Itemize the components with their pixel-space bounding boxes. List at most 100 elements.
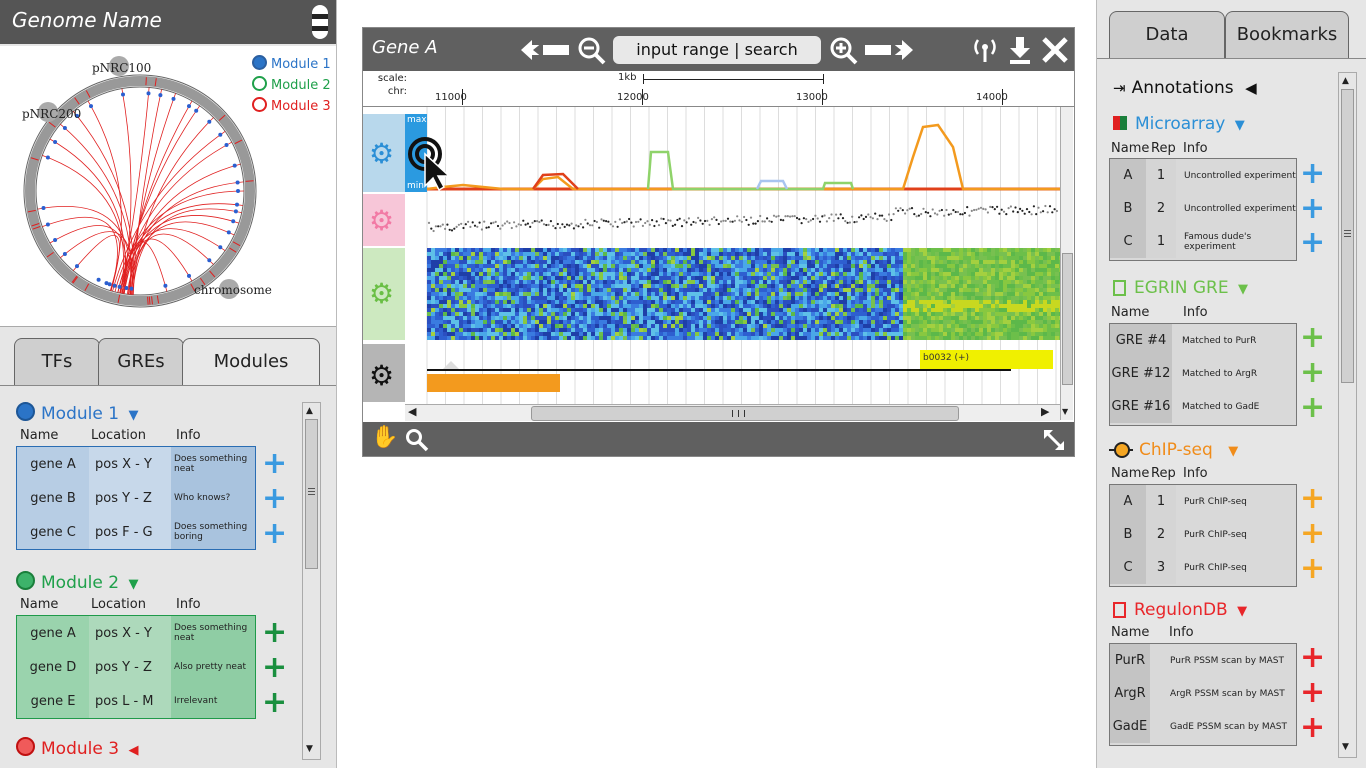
add-track-button[interactable]: + (1300, 191, 1326, 226)
tab-data[interactable]: Data (1109, 11, 1225, 58)
scroll-thumb[interactable] (1062, 253, 1073, 385)
add-track-button[interactable]: + (1300, 551, 1326, 586)
add-track-button[interactable]: + (1300, 390, 1326, 425)
add-track-button[interactable]: + (1300, 355, 1326, 390)
annotations-header[interactable]: ⇥ Annotations ◀ (1113, 78, 1257, 98)
close-icon[interactable] (1041, 36, 1069, 64)
tab-gres[interactable]: GREs (98, 338, 184, 385)
add-track-button[interactable]: + (1300, 156, 1326, 191)
egrin-header[interactable]: EGRIN GRE ▼ (1113, 278, 1248, 298)
modules-scrollbar[interactable]: ▲ ▼ (302, 402, 321, 760)
table-row[interactable]: ArgR ArgR PSSM scan by MAST (1110, 677, 1296, 710)
table-row[interactable]: C 3 PurR ChIP-seq (1110, 551, 1296, 584)
add-track-button[interactable]: + (1300, 481, 1326, 516)
chevron-down-icon[interactable]: ▼ (1238, 282, 1248, 297)
scroll-right-icon[interactable]: ▶ (1041, 405, 1050, 418)
add-gene-button[interactable]: + (262, 615, 288, 650)
chevron-down-icon[interactable]: ▼ (1228, 444, 1239, 459)
table-row[interactable]: GadE GadE PSSM scan by MAST (1110, 710, 1296, 743)
circos-plot[interactable]: pNRC100 pNRC200 chromosome Module 1 Modu… (0, 46, 336, 327)
add-gene-button[interactable]: + (262, 650, 288, 685)
forward-arrow-icon[interactable] (863, 37, 915, 63)
table-row[interactable]: gene C pos F - G Does something boring (17, 515, 255, 549)
heatmap-cell (975, 276, 979, 280)
gear-icon[interactable]: ⚙ (369, 204, 395, 237)
zoom-out-icon[interactable] (577, 36, 607, 66)
table-row[interactable]: A 1 Uncontrolled experiment (1110, 159, 1296, 192)
module-2-header[interactable]: Module 2 ▼ (16, 571, 138, 593)
table-row[interactable]: B 2 PurR ChIP-seq (1110, 518, 1296, 551)
back-arrow-icon[interactable] (519, 37, 571, 63)
table-row[interactable]: PurR PurR PSSM scan by MAST (1110, 644, 1296, 677)
scroll-up-icon[interactable]: ▲ (306, 406, 313, 416)
scroll-thumb[interactable] (305, 419, 318, 569)
scroll-down-icon[interactable]: ▼ (1342, 742, 1349, 752)
signal-icon[interactable] (970, 36, 1000, 64)
add-track-button[interactable]: + (1300, 640, 1326, 675)
gear-icon[interactable]: ⚙ (369, 137, 395, 170)
tab-bookmarks[interactable]: Bookmarks (1225, 11, 1349, 58)
regulondb-header[interactable]: RegulonDB ▼ (1113, 600, 1247, 620)
chipseq-header[interactable]: ChIP-seq ▼ (1109, 440, 1238, 460)
heatmap-cell (787, 272, 791, 276)
gear-icon[interactable]: ⚙ (369, 359, 395, 392)
chevron-left-icon[interactable]: ◀ (1245, 79, 1257, 97)
table-row[interactable]: GRE #4 Matched to PurR (1110, 324, 1296, 357)
table-row[interactable]: gene A pos X - Y Does something neat (17, 447, 255, 481)
add-gene-button[interactable]: + (262, 481, 288, 516)
add-gene-button[interactable]: + (262, 685, 288, 720)
table-row[interactable]: gene E pos L - M Irrelevant (17, 684, 255, 718)
hand-icon[interactable]: ✋ (371, 425, 399, 450)
tab-tfs[interactable]: TFs (14, 338, 100, 385)
table-row[interactable]: gene B pos Y - Z Who knows? (17, 481, 255, 515)
add-track-button[interactable]: + (1300, 516, 1326, 551)
add-gene-button[interactable]: + (262, 446, 288, 481)
add-track-button[interactable]: + (1300, 225, 1326, 260)
table-row[interactable]: C 1 Famous dude's experiment (1110, 225, 1296, 258)
table-row[interactable]: gene D pos Y - Z Also pretty neat (17, 650, 255, 684)
chevron-down-icon[interactable]: ▼ (128, 577, 139, 592)
scroll-thumb[interactable] (1341, 89, 1354, 383)
zoom-in-icon[interactable] (829, 36, 859, 66)
download-icon[interactable] (1008, 35, 1032, 65)
legend-module-1[interactable]: Module 1 (252, 54, 331, 75)
chevron-down-icon[interactable]: ▼ (1234, 118, 1245, 133)
add-track-button[interactable]: + (1300, 710, 1326, 745)
microarray-header[interactable]: Microarray ▼ (1113, 114, 1245, 134)
tracks[interactable] (363, 107, 1060, 405)
table-row[interactable]: GRE #16 Matched to GadE (1110, 390, 1296, 423)
chevron-down-icon[interactable]: ▼ (128, 408, 139, 423)
chevron-left-icon[interactable]: ◀ (128, 743, 139, 758)
gene-feature-orange[interactable] (427, 374, 560, 392)
data-scrollbar[interactable]: ▲ ▼ (1338, 72, 1357, 758)
tracks-hscrollbar[interactable]: ◀ ▶ (405, 404, 1060, 421)
gene-feature-b0032[interactable] (920, 350, 1053, 369)
expand-icon[interactable] (1042, 428, 1066, 452)
add-track-button[interactable]: + (1300, 675, 1326, 710)
module-3-header[interactable]: Module 3 ◀ (16, 737, 138, 759)
legend-module-2[interactable]: Module 2 (252, 75, 331, 96)
legend-module-3[interactable]: Module 3 (252, 96, 331, 117)
add-track-button[interactable]: + (1300, 320, 1326, 355)
tab-modules[interactable]: Modules (182, 338, 320, 385)
magnifier-icon[interactable] (405, 428, 429, 452)
scroll-up-icon[interactable]: ▲ (1342, 76, 1349, 86)
chromosome-icon[interactable] (310, 4, 330, 40)
table-row[interactable]: gene A pos X - Y Does something neat (17, 616, 255, 650)
tracks-vscrollbar[interactable]: ▼ (1060, 107, 1073, 420)
heatmap-cell (683, 308, 687, 312)
scroll-left-icon[interactable]: ◀ (408, 405, 417, 418)
gear-icon[interactable]: ⚙ (369, 277, 395, 310)
add-gene-button[interactable]: + (262, 516, 288, 551)
scroll-thumb[interactable] (531, 406, 959, 421)
range-search-input[interactable]: input range | search (613, 36, 821, 64)
module-1-header[interactable]: Module 1 ▼ (16, 402, 138, 424)
table-row[interactable]: B 2 Uncontrolled experiment (1110, 192, 1296, 225)
scroll-down-icon[interactable]: ▼ (306, 744, 313, 754)
scroll-down-icon[interactable]: ▼ (1062, 407, 1069, 416)
heatmap-cell (831, 312, 835, 316)
chevron-down-icon[interactable]: ▼ (1237, 604, 1248, 619)
heatmap-cell (735, 284, 739, 288)
table-row[interactable]: GRE #12 Matched to ArgR (1110, 357, 1296, 390)
table-row[interactable]: A 1 PurR ChIP-seq (1110, 485, 1296, 518)
